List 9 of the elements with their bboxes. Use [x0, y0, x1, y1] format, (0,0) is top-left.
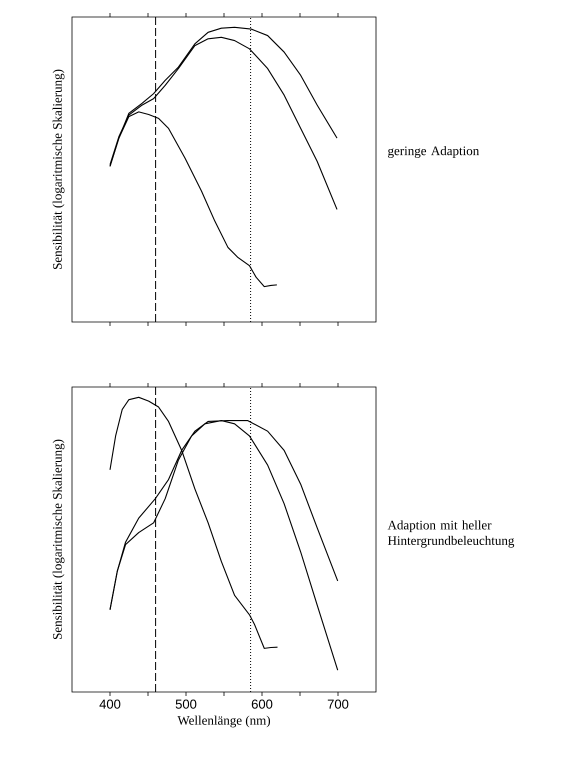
x-tick-label: 600: [252, 700, 272, 709]
x-tick-label: 400: [99, 700, 120, 709]
x-tick-label: 700: [328, 700, 348, 709]
text: geringe Adaption: [388, 146, 480, 158]
y-axis-title: Sensibilität (logaritmische Skalierung): [52, 70, 64, 269]
y-axis-title: Sensibilität (logaritmische Skalierung): [52, 440, 64, 640]
text: Adaption mit heller Hintergrundbeleuchtung: [388, 520, 514, 548]
x-tick-label: 500: [176, 700, 196, 709]
x-axis-title: Wellenlänge (nm): [177, 716, 270, 728]
